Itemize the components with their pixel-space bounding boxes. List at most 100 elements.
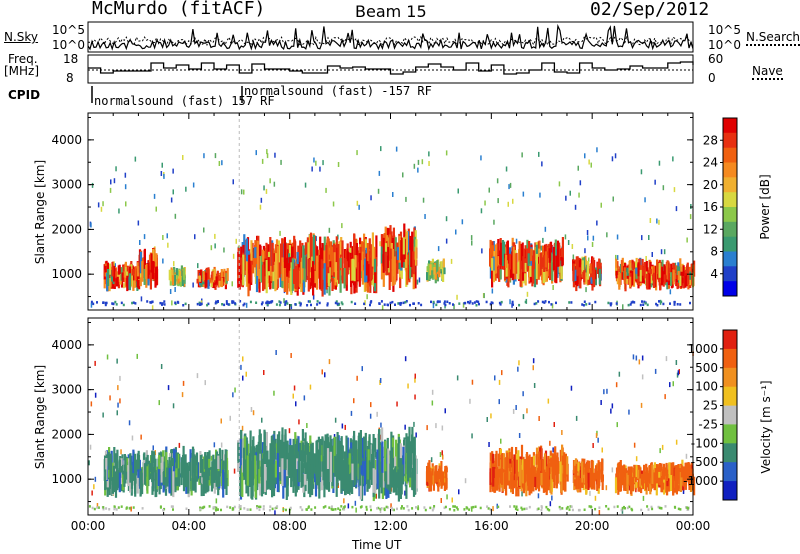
ground-echo: [469, 300, 472, 303]
echo-cell: [561, 455, 564, 466]
echo-speck: [424, 214, 426, 219]
echo-cell: [368, 434, 371, 463]
ground-echo: [326, 304, 329, 307]
echo-cell: [225, 474, 228, 495]
echo-cell: [539, 253, 542, 275]
echo-cell: [523, 264, 526, 284]
echo-speck: [628, 409, 630, 415]
echo-speck: [491, 288, 494, 294]
echo-speck: [153, 193, 156, 199]
echo-cell: [411, 426, 414, 468]
echo-cell: [656, 269, 659, 280]
echo-speck: [672, 156, 674, 162]
echo-cell: [382, 254, 385, 267]
y-tick-label: 2000: [51, 427, 82, 441]
echo-speck: [210, 245, 213, 251]
echo-cell: [180, 270, 183, 281]
ground-echo: [448, 508, 451, 511]
echo-cell: [506, 263, 510, 277]
echo-speck: [240, 364, 242, 370]
ground-echo: [559, 507, 562, 511]
echo-cell: [328, 444, 331, 474]
echo-speck: [549, 440, 551, 446]
nsky-label: N.Sky: [4, 30, 39, 44]
echo-speck: [673, 187, 676, 193]
echo-speck: [649, 218, 652, 223]
echo-speck: [590, 162, 592, 168]
echo-cell: [672, 476, 675, 496]
echo-cell: [685, 462, 688, 483]
y-tick-label: 4000: [51, 133, 82, 147]
echo-cell: [656, 469, 659, 475]
echo-speck: [215, 498, 218, 504]
echo-cell: [248, 254, 251, 274]
echo-cell: [277, 246, 280, 280]
echo-cell: [177, 276, 181, 281]
echo-cell: [623, 469, 626, 483]
echo-speck: [370, 402, 372, 408]
ground-echo: [630, 301, 633, 304]
ground-echo: [132, 506, 135, 509]
echo-speck: [116, 410, 118, 416]
echo-speck: [584, 248, 586, 254]
echo-cell: [410, 237, 413, 267]
echo-cell: [152, 260, 155, 268]
echo-speck: [395, 146, 398, 152]
echo-cell: [242, 254, 245, 286]
ground-echo: [535, 302, 538, 305]
echo-cell: [631, 270, 634, 286]
ground-echo: [262, 507, 265, 511]
echo-cell: [239, 468, 242, 488]
echo-cell: [582, 469, 585, 484]
echo-cell: [623, 267, 626, 284]
ground-echo: [402, 301, 405, 305]
ground-echo: [215, 506, 218, 510]
ground-echo: [351, 505, 354, 509]
echo-cell: [384, 440, 387, 472]
ground-echo: [335, 300, 338, 303]
echo-speck: [333, 434, 336, 439]
echo-cell: [284, 429, 287, 468]
echo-cell: [684, 276, 687, 288]
echo-cell: [587, 276, 590, 285]
echo-speck: [102, 412, 104, 418]
ground-echo: [217, 300, 219, 303]
echo-speck: [134, 156, 137, 162]
echo-cell: [679, 275, 682, 286]
echo-cell: [261, 249, 264, 262]
echo-cell: [615, 258, 618, 276]
echo-cell: [622, 472, 625, 485]
ground-echo: [585, 303, 588, 306]
echo-cell: [580, 269, 583, 280]
ground-echo: [523, 507, 526, 511]
ground-echo: [214, 302, 217, 305]
echo-cell: [336, 432, 339, 467]
echo-cell: [619, 477, 622, 492]
echo-cell: [528, 454, 531, 482]
echo-cell: [269, 450, 272, 485]
echo-cell: [136, 471, 139, 494]
ground-echo: [524, 300, 527, 304]
ground-echo: [444, 303, 447, 307]
ground-echo: [207, 302, 210, 306]
echo-cell: [501, 240, 505, 266]
echo-cell: [160, 463, 163, 483]
echo-speck: [162, 258, 164, 264]
echo-speck: [450, 258, 453, 264]
ground-echo: [544, 300, 547, 303]
echo-cell: [335, 244, 338, 269]
echo-cell: [340, 436, 343, 474]
echo-speck: [431, 400, 434, 406]
echo-cell: [291, 258, 294, 291]
echo-cell: [326, 448, 330, 469]
echo-cell: [549, 461, 552, 488]
ground-echo: [543, 301, 546, 304]
echo-cell: [343, 249, 346, 264]
ground-echo: [514, 507, 517, 511]
ground-echo: [115, 508, 118, 511]
echo-cell: [641, 473, 644, 485]
echo-cell: [300, 460, 303, 473]
echo-cell: [392, 469, 395, 493]
ground-echo: [370, 508, 372, 512]
